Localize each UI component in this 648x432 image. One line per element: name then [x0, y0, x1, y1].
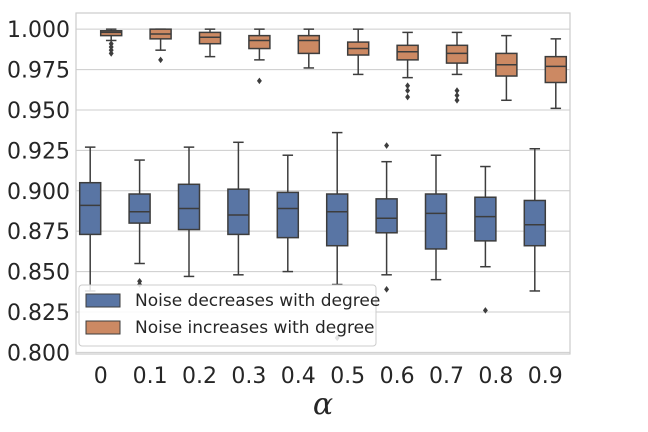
box-noise-increases: [544, 38, 568, 110]
outlier-point: [384, 286, 390, 293]
y-tick-label: 0.950: [7, 99, 70, 124]
box-noise-increases: [149, 28, 172, 64]
outlier-point: [454, 96, 460, 104]
box-body: [78, 181, 102, 236]
box-noise-increases: [346, 28, 370, 76]
legend-swatch-noise-increases: [85, 320, 121, 335]
box-noise-decreases: [128, 159, 151, 288]
x-tick-label: 0.9: [528, 364, 563, 389]
x-tick-label: 0.7: [429, 364, 464, 389]
box-noise-increases: [297, 28, 321, 69]
outlier-point: [454, 92, 460, 99]
outlier-point: [405, 93, 411, 101]
box-noise-decreases: [424, 154, 448, 281]
legend-frame: [78, 284, 377, 347]
legend-label-noise-decreases: Noise decreases with degree: [135, 291, 380, 311]
box-noise-increases: [396, 31, 419, 101]
x-tick-labels: 0 0.1 0.2 0.3 0.4 0.5 0.6 0.7 0.8 0.9: [94, 364, 563, 389]
x-tick-label: 0.8: [478, 364, 513, 389]
box-body: [99, 30, 123, 37]
outlier-point: [108, 50, 114, 57]
box-body: [375, 198, 398, 234]
box-noise-decreases: [375, 142, 398, 293]
box-noise-decreases: [523, 148, 547, 292]
y-tick-label: 0.900: [7, 180, 70, 205]
box-body: [474, 196, 497, 242]
box-noise-increases: [99, 28, 123, 57]
box-body: [276, 191, 300, 239]
x-axis-label: α: [313, 387, 333, 422]
box-noise-increases: [198, 28, 222, 58]
box-noise-decreases: [276, 154, 300, 273]
box-noise-decreases: [227, 141, 250, 276]
box-body: [198, 31, 222, 45]
legend: Noise decreases with degree Noise increa…: [78, 284, 380, 347]
x-tick-label: 0.4: [281, 364, 316, 389]
outlier-point: [158, 56, 164, 64]
box-noise-decreases: [325, 131, 349, 342]
y-tick-label: 0.850: [7, 261, 70, 286]
box-body: [424, 193, 448, 250]
outlier-point: [405, 82, 411, 90]
box-body: [523, 199, 547, 247]
x-tick-label: 0.2: [182, 364, 217, 389]
box-body: [227, 188, 250, 236]
box-noise-decreases: [474, 165, 497, 314]
y-tick-label: 0.975: [7, 59, 70, 84]
x-tick-label: 0.1: [133, 364, 168, 389]
boxes: [78, 28, 568, 342]
x-tick-label: 0.3: [231, 364, 266, 389]
box-body: [396, 44, 419, 61]
legend-label-noise-increases: Noise increases with degree: [135, 318, 375, 338]
plot-frame: [75, 12, 571, 355]
y-tick-label: 0.825: [7, 301, 70, 326]
legend-swatch-noise-decreases: [85, 293, 121, 308]
y-tick-label: 0.925: [7, 139, 70, 164]
y-tick-label: 0.800: [7, 341, 70, 366]
box-noise-decreases: [177, 146, 201, 278]
y-tick-label: 0.875: [7, 220, 70, 245]
outlier-point: [482, 307, 488, 314]
box-noise-decreases: [78, 146, 102, 292]
box-body: [544, 55, 568, 84]
y-tick-labels: 0.800 0.825 0.850 0.875 0.900 0.925 0.950 0.975…: [7, 18, 70, 366]
outlier-point: [454, 87, 460, 94]
box-body: [248, 34, 271, 50]
box-body: [445, 44, 469, 64]
x-tick-label: 0: [94, 364, 108, 389]
box-body: [325, 193, 349, 247]
outlier-point: [384, 142, 390, 149]
box-body: [297, 34, 321, 55]
outlier-point: [256, 77, 262, 85]
y-tick-label: 1.000: [7, 18, 70, 43]
outlier-point: [405, 87, 411, 94]
box-noise-increases: [445, 31, 469, 104]
box-noise-increases: [248, 28, 271, 85]
x-tick-label: 0.5: [330, 364, 365, 389]
box-body: [128, 193, 151, 224]
box-body: [177, 183, 201, 231]
x-tick-label: 0.6: [380, 364, 415, 389]
box-noise-increases: [495, 34, 518, 102]
